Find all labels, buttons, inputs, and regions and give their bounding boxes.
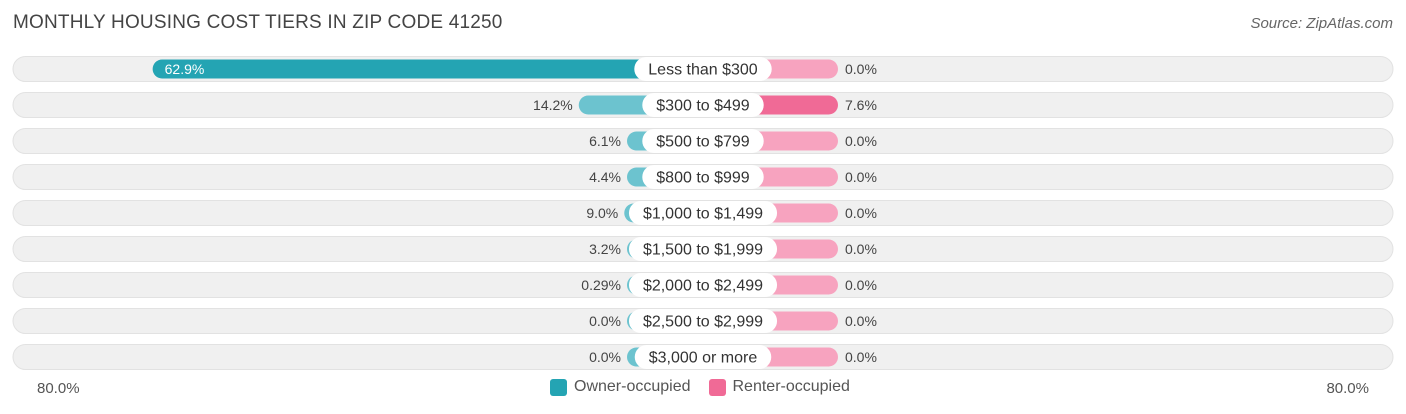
owner-value-label: 0.29% <box>581 277 621 293</box>
legend-item-renter: Renter-occupied <box>708 378 850 396</box>
legend-swatch-renter <box>708 378 726 396</box>
legend-item-owner: Owner-occupied <box>550 378 691 396</box>
category-label: $500 to $799 <box>656 134 750 151</box>
category-pill <box>642 165 764 189</box>
legend-label-owner: Owner-occupied <box>574 378 691 395</box>
chart-row: $2,000 to $2,499 0.29% 0.0% <box>12 272 1394 298</box>
category-pill <box>628 273 778 297</box>
chart-row: $300 to $499 14.2% 7.6% <box>12 92 1394 118</box>
category-pill <box>634 345 772 369</box>
owner-value-label: 4.4% <box>589 169 621 185</box>
chart-row: $1,500 to $1,999 3.2% 0.0% <box>12 236 1394 262</box>
category-label: $3,000 or more <box>649 350 758 367</box>
category-pill <box>642 129 764 153</box>
axis-right-label: 80.0% <box>1326 380 1369 397</box>
category-label: $1,000 to $1,499 <box>643 206 763 223</box>
legend-swatch-owner <box>550 378 567 396</box>
category-pill <box>628 201 778 225</box>
owner-value-label: 14.2% <box>533 97 573 113</box>
legend-label-renter: Renter-occupied <box>732 378 850 395</box>
category-pill <box>642 93 764 117</box>
axis-left-label: 80.0% <box>37 380 80 397</box>
chart-row: $800 to $999 4.4% 0.0% <box>12 164 1394 190</box>
chart-row: $2,500 to $2,999 0.0% 0.0% <box>12 308 1394 334</box>
source-label: Source: ZipAtlas.com <box>1250 15 1393 32</box>
category-pill <box>634 57 772 81</box>
renter-value-label: 0.0% <box>845 169 877 185</box>
category-label: $1,500 to $1,999 <box>643 242 763 259</box>
owner-value-label: 6.1% <box>589 133 621 149</box>
renter-value-label: 0.0% <box>845 313 877 329</box>
renter-value-label: 0.0% <box>845 241 877 257</box>
category-label: $2,000 to $2,499 <box>643 278 763 295</box>
owner-value-label: 0.0% <box>589 313 621 329</box>
chart-row: $1,000 to $1,499 9.0% 0.0% <box>12 200 1394 226</box>
renter-value-label: 0.0% <box>845 61 877 77</box>
owner-bar <box>152 59 703 79</box>
owner-value-label: 9.0% <box>586 205 618 221</box>
category-label: $800 to $999 <box>656 170 750 187</box>
renter-value-label: 0.0% <box>845 133 877 149</box>
category-label: $2,500 to $2,999 <box>643 314 763 331</box>
renter-value-label: 0.0% <box>845 349 877 365</box>
category-pill <box>628 237 778 261</box>
category-label: Less than $300 <box>648 62 758 79</box>
owner-value-label: 0.0% <box>589 349 621 365</box>
renter-value-label: 0.0% <box>845 277 877 293</box>
chart-title: MONTHLY HOUSING COST TIERS IN ZIP CODE 4… <box>13 12 503 33</box>
renter-value-label: 7.6% <box>845 97 877 113</box>
category-pill <box>628 309 778 333</box>
chart-row: Less than $300 62.9% 0.0% <box>12 56 1394 82</box>
legend: Owner-occupied Renter-occupied <box>550 378 868 396</box>
category-label: $300 to $499 <box>656 98 750 115</box>
renter-value-label: 0.0% <box>845 205 877 221</box>
chart-row: $500 to $799 6.1% 0.0% <box>12 128 1394 154</box>
chart-row: $3,000 or more 0.0% 0.0% <box>12 344 1394 370</box>
owner-value-label: 3.2% <box>589 241 621 257</box>
owner-value-label: 62.9% <box>165 61 205 77</box>
